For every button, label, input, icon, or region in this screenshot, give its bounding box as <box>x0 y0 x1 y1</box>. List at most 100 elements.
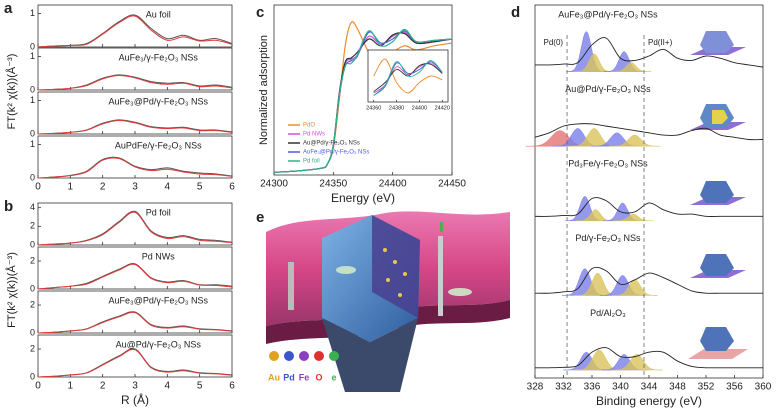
x-tick-label: 2 <box>100 381 106 392</box>
inset-x-tick-label: 24380 <box>389 105 404 111</box>
subplot-label: AuFe₃/γ-Fe₂O₃ NSs <box>119 52 199 62</box>
y-tick-label: 4 <box>30 202 35 212</box>
y-tick-label: 1 <box>30 51 35 61</box>
curve <box>37 75 233 91</box>
inset-curve <box>373 61 443 96</box>
x-tick-label: 24350 <box>319 179 347 190</box>
inset-x-tick-label: 24360 <box>366 105 381 111</box>
x-tick-label: 348 <box>669 382 686 393</box>
inset-curve <box>373 59 443 96</box>
legend-label: Pd <box>283 372 295 382</box>
x-tick-label: 332 <box>555 382 572 393</box>
x-tick-label: 3 <box>132 182 138 193</box>
x-tick-label: 6 <box>229 182 235 193</box>
panel-label: d <box>511 4 520 21</box>
x-tick-label: 356 <box>726 382 743 393</box>
y-tick-label: 0 <box>30 172 35 182</box>
x-tick-label: 1 <box>68 381 74 392</box>
spectrum <box>534 197 763 217</box>
x-tick-label: 2 <box>100 182 106 193</box>
fit-peak <box>609 134 661 147</box>
curve <box>37 348 233 378</box>
y-tick-label: 1 <box>30 8 35 18</box>
x-tick-label: 24400 <box>379 179 407 190</box>
fit-peak <box>613 213 654 222</box>
spectrum-label: Pd/γ-Fe₂O₃ NSs <box>575 233 641 243</box>
legend-ball <box>269 351 279 361</box>
y-tick-label: 0 <box>30 128 35 138</box>
illustration <box>266 211 510 392</box>
legend-ball <box>314 351 324 361</box>
subplot-label: AuPdFe/γ-Fe₂O₃ NSs <box>115 140 202 150</box>
y-tick-label: 0 <box>30 371 35 381</box>
x-tick-label: 24450 <box>438 179 466 190</box>
curve <box>37 120 233 135</box>
panel-label: c <box>256 4 264 21</box>
x-tick-label: 336 <box>584 382 601 393</box>
legend-label: e <box>331 372 336 382</box>
y-axis-label: FT(k² χ(k))(Å⁻³) <box>5 252 18 328</box>
panel-label: a <box>4 0 13 17</box>
curve <box>37 311 233 334</box>
y-tick-label: 0 <box>30 283 35 293</box>
y-tick-label: 1 <box>30 95 35 105</box>
subplot-label: Pd foil <box>146 207 171 217</box>
x-tick-label: 5 <box>197 381 203 392</box>
y-tick-label: 0 <box>30 239 35 249</box>
spectrum <box>534 347 763 369</box>
x-tick-label: 352 <box>698 382 715 393</box>
x-tick-label: 24300 <box>260 179 288 190</box>
inset-x-tick-label: 24400 <box>412 105 427 111</box>
fit-peak <box>611 279 658 296</box>
legend-label: O <box>315 372 322 382</box>
plot-frame <box>273 4 453 176</box>
curve <box>37 348 233 378</box>
subplot-label: Au@Pd/γ-Fe₂O₃ NSs <box>116 339 202 349</box>
y-axis-label: FT(k² χ(k))(Å⁻³) <box>5 54 18 130</box>
curve <box>37 157 233 179</box>
curve <box>273 28 453 173</box>
legend-ball <box>284 351 294 361</box>
x-tick-label: 360 <box>755 382 772 393</box>
y-tick-label: 2 <box>30 343 35 353</box>
curve <box>37 211 233 246</box>
spectrum <box>534 266 763 294</box>
legend-label: Pd NWs <box>303 132 325 138</box>
spectrum-label: Au@Pd/γ-Fe₂O₃ NSs <box>565 84 651 94</box>
subplot-label: Pd NWs <box>142 251 176 261</box>
spectrum <box>534 37 764 68</box>
x-tick-label: 6 <box>229 381 235 392</box>
legend-label: Au@Pd/γ-Fe₂O₃ NSs <box>303 141 360 147</box>
x-tick-label: 344 <box>641 382 658 393</box>
legend-ball <box>329 351 339 361</box>
x-tick-label: 328 <box>527 382 544 393</box>
legend-label: Pd foil <box>303 159 320 165</box>
curve <box>37 263 233 290</box>
y-tick-label: 0 <box>30 84 35 94</box>
legend-label: Fe <box>299 372 310 382</box>
model-icons <box>688 31 748 359</box>
panel-label: b <box>4 198 13 215</box>
reference-label: Pd(II+) <box>648 38 673 47</box>
panel-label: e <box>256 209 264 226</box>
y-tick-label: 2 <box>30 299 35 309</box>
x-tick-label: 5 <box>197 182 203 193</box>
legend-label: Au <box>268 372 280 382</box>
inset-curve <box>373 58 443 94</box>
y-tick-label: 0 <box>30 327 35 337</box>
spectrum-label: Pd₃Fe/γ-Fe₂O₃ NSs <box>568 159 648 169</box>
x-tick-label: 340 <box>612 382 629 393</box>
plot-frame <box>37 202 233 246</box>
y-tick-label: 2 <box>30 221 35 231</box>
y-tick-label: 1 <box>30 139 35 149</box>
x-axis-label: Energy (eV) <box>331 191 395 205</box>
spectrum <box>534 123 764 141</box>
x-tick-label: 0 <box>35 381 41 392</box>
curve <box>37 156 233 179</box>
subplot-label: AuFe₃@Pd/γ-Fe₂O₃ NSs <box>109 295 209 305</box>
curve <box>37 15 233 48</box>
legend-ball <box>299 351 309 361</box>
x-tick-label: 4 <box>165 182 171 193</box>
curve <box>37 210 233 246</box>
x-axis-label: R (Å) <box>121 392 149 407</box>
